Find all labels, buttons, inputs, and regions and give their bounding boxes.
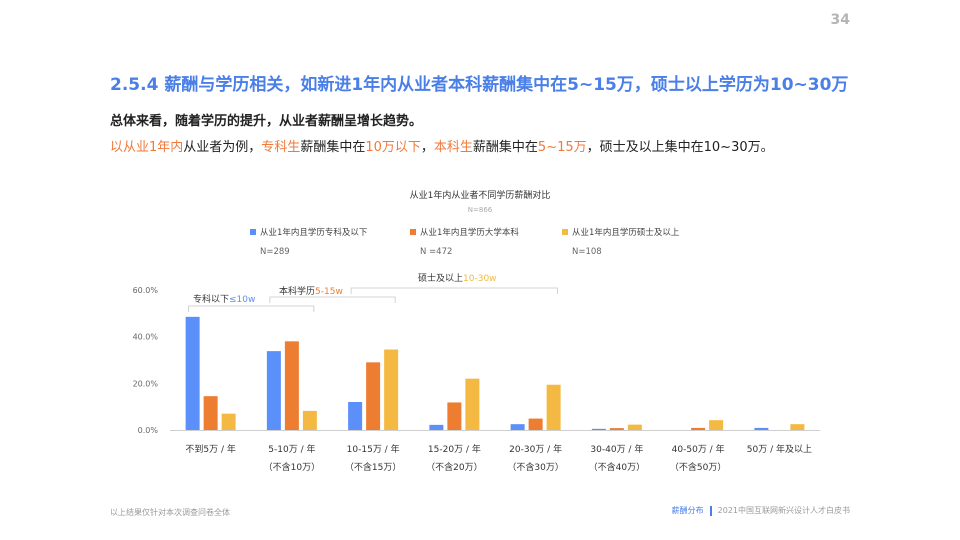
x-tick-label: 30-40万 / 年 xyxy=(590,443,643,455)
detail-part: 5~15万 xyxy=(537,140,587,155)
bar xyxy=(266,351,281,430)
detail-part: 专科生 xyxy=(261,140,301,155)
bar xyxy=(627,424,642,430)
page-heading: 2.5.4 薪酬与学历相关，如新进1年内从业者本科薪酬集中在5~15万，硕士以上… xyxy=(110,75,849,95)
x-tick-label: 40-50万 / 年 xyxy=(672,443,725,455)
bar xyxy=(510,424,525,430)
range-bracket xyxy=(269,296,396,303)
bar xyxy=(528,418,543,430)
range-annotation: 本科学历5-15w xyxy=(279,285,343,297)
y-tick-label: 60.0% xyxy=(133,286,159,295)
bar xyxy=(384,349,399,430)
x-tick-label: 50万 / 年及以上 xyxy=(747,443,812,455)
page-number: 34 xyxy=(830,12,850,28)
legend-label: 从业1年内且学历大学本科 xyxy=(420,227,519,238)
bar xyxy=(709,420,724,430)
bar xyxy=(185,316,200,430)
legend-n: N=108 xyxy=(572,247,602,257)
bar xyxy=(754,427,769,430)
bar xyxy=(465,378,480,430)
range-label: 本科学历 xyxy=(279,285,315,297)
x-tick-label: 不到5万 / 年 xyxy=(185,443,235,455)
legend-label: 从业1年内且学历专科及以下 xyxy=(260,227,368,238)
range-value: ≤10w xyxy=(229,295,255,305)
y-tick-label: 0.0% xyxy=(138,426,159,435)
bar xyxy=(348,402,363,430)
detail-part: 薪酬集中在 xyxy=(472,140,538,155)
bar xyxy=(591,428,606,430)
range-label: 专科以下 xyxy=(193,293,229,305)
detail-part: 本科生 xyxy=(433,140,473,155)
x-tick-label: （不含40万） xyxy=(589,461,645,473)
x-tick-label: 20-30万 / 年 xyxy=(509,443,562,455)
range-annotation: 硕士及以上10-30w xyxy=(418,272,497,284)
legend-swatch xyxy=(410,229,416,235)
x-tick-label: 15-20万 / 年 xyxy=(428,443,481,455)
x-tick-label: （不含10万） xyxy=(264,461,320,473)
range-value: 10-30w xyxy=(463,274,497,284)
detail-text: 以从业1年内从业者为例，专科生薪酬集中在10万以下，本科生薪酬集中在5~15万，… xyxy=(110,136,774,155)
x-tick-label: 10-15万 / 年 xyxy=(347,443,400,455)
bar xyxy=(302,410,317,430)
range-value: 5-15w xyxy=(315,287,343,297)
bar xyxy=(366,362,381,430)
range-bracket xyxy=(188,305,315,312)
legend-swatch xyxy=(562,229,568,235)
bar xyxy=(284,341,299,430)
legend-n: N =472 xyxy=(420,247,452,257)
bar xyxy=(429,424,444,430)
detail-part: 从业者为例， xyxy=(183,140,262,155)
y-tick-label: 40.0% xyxy=(133,333,159,342)
x-tick-label: 5-10万 / 年 xyxy=(268,443,315,455)
bar xyxy=(790,424,805,430)
range-bracket xyxy=(350,287,559,294)
bar xyxy=(546,384,561,430)
detail-part: 薪酬集中在 xyxy=(300,140,366,155)
range-annotation: 专科以下≤10w xyxy=(193,293,255,305)
x-tick-label: （不含20万） xyxy=(426,461,482,473)
detail-part: ， xyxy=(420,140,434,155)
summary-text: 总体来看，随着学历的提升，从业者薪酬呈增长趋势。 xyxy=(110,114,423,129)
x-tick-label: （不含50万） xyxy=(670,461,726,473)
bar xyxy=(221,413,236,430)
bar xyxy=(691,427,706,430)
legend-swatch xyxy=(250,229,256,235)
y-tick-label: 20.0% xyxy=(133,379,159,388)
footer-section: 薪酬分布 xyxy=(671,506,704,515)
detail-part: 以从业1年内 xyxy=(110,140,184,155)
chart-subtitle: N=866 xyxy=(468,206,493,214)
bar xyxy=(203,396,218,430)
x-tick-label: （不含30万） xyxy=(507,461,563,473)
detail-part: ，硕士及以上集中在10~30万。 xyxy=(586,140,774,155)
footer-divider xyxy=(709,505,712,516)
legend-label: 从业1年内且学历硕士及以上 xyxy=(572,227,680,238)
bar xyxy=(447,402,462,430)
footer-title: 2021中国互联网新兴设计人才白皮书 xyxy=(717,506,850,515)
bar xyxy=(609,428,624,430)
footer-right: 薪酬分布 2021中国互联网新兴设计人才白皮书 xyxy=(672,505,850,516)
chart-title: 从业1年内从业者不同学历薪酬对比 xyxy=(410,189,551,201)
detail-part: 10万以下 xyxy=(365,140,421,155)
range-label: 硕士及以上 xyxy=(418,272,463,284)
x-tick-label: （不含15万） xyxy=(345,461,401,473)
legend-n: N=289 xyxy=(260,247,290,257)
footer-note: 以上结果仅针对本次调查问卷全体 xyxy=(110,508,230,517)
